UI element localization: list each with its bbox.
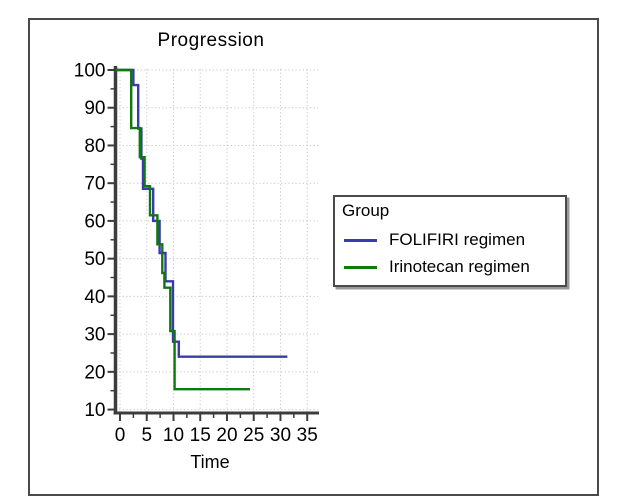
curve-folifiri [115, 68, 288, 358]
x-tick-label: 30 [270, 425, 291, 446]
legend-item-irinotecan: Irinotecan regimen [344, 257, 530, 277]
y-tick-label: 40 [84, 287, 105, 308]
y-tick-label: 20 [84, 362, 105, 383]
legend-title: Group [342, 201, 390, 220]
y-tick-label: 10 [84, 400, 105, 421]
legend-item-folifiri: FOLIFIRI regimen [344, 230, 525, 250]
x-tick-label: 15 [190, 425, 211, 446]
legend-label-folifiri: FOLIFIRI regimen [389, 230, 526, 249]
x-tick-label: 25 [243, 425, 264, 446]
y-tick-label: 70 [84, 174, 105, 195]
x-tick-label: 0 [115, 425, 126, 446]
legend-label-irinotecan: Irinotecan regimen [389, 257, 530, 276]
y-tick-label: 90 [84, 98, 105, 119]
y-tick-label: 50 [84, 249, 105, 270]
legend-swatch-folifiri [344, 238, 377, 242]
curve-irinotecan [115, 68, 250, 391]
y-tick-label: 30 [84, 325, 105, 346]
legend-swatch-irinotecan [344, 265, 377, 269]
y-tick-label: 80 [84, 136, 105, 157]
chart-title: Progression [157, 30, 265, 51]
x-axis-title: Time [190, 452, 230, 472]
x-tick-label: 5 [141, 425, 152, 446]
legend-box: Group FOLIFIRI regimen Irinotecan regime… [333, 195, 567, 287]
x-tick-label: 35 [297, 425, 318, 446]
y-tick-label: 60 [84, 211, 105, 232]
y-tick-label: 100 [74, 61, 106, 82]
x-tick-label: 10 [163, 425, 184, 446]
x-tick-label: 20 [216, 425, 237, 446]
